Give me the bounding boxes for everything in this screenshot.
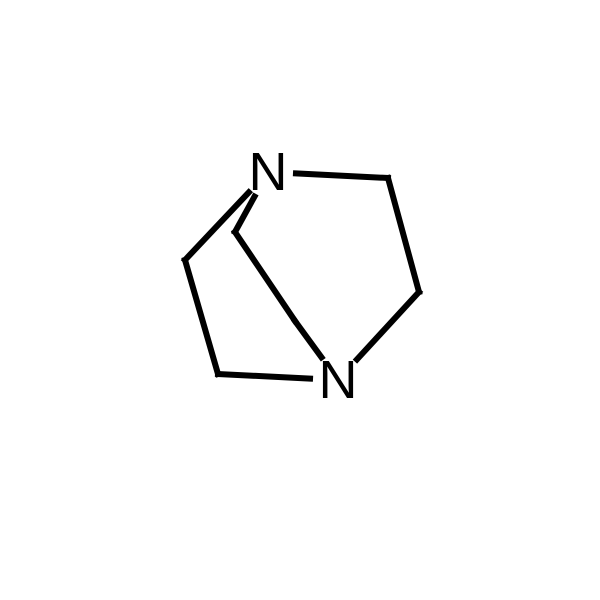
atom-label-n: N [249,142,288,202]
bond [357,292,419,359]
bond [388,178,419,292]
bond [185,260,218,374]
molecule-diagram: NN [0,0,600,600]
bond [218,374,310,379]
bond [235,232,295,321]
atom-label-n: N [319,350,358,410]
bond [296,173,388,178]
